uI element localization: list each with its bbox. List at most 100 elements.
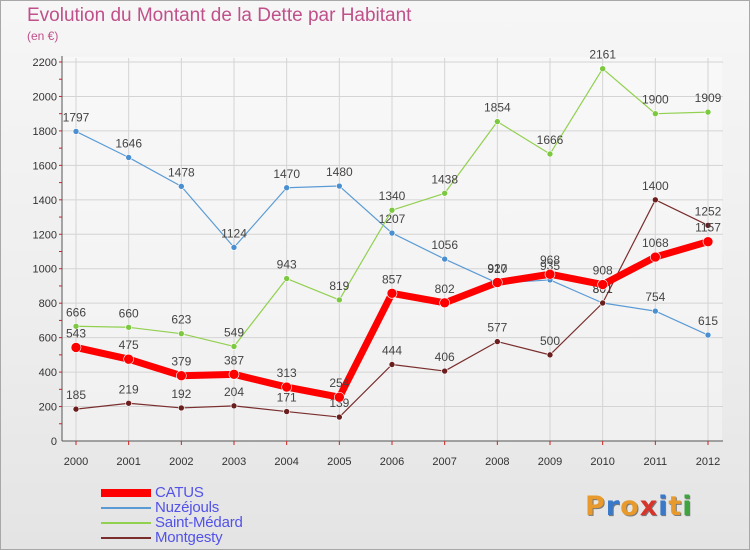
data-point — [336, 182, 343, 190]
x-tick-label: 2012 — [696, 456, 720, 468]
x-tick-label: 2011 — [644, 456, 668, 468]
data-label: 935 — [540, 259, 560, 273]
y-tick-label: 1800 — [33, 126, 57, 138]
x-tick-label: 2008 — [485, 456, 509, 468]
legend-label: Montgesty — [155, 529, 223, 546]
data-point — [228, 369, 240, 380]
proxiti-logo: Proxiti — [585, 491, 693, 522]
series-catus: 543 475 379 387 313 254 857 802 920 968 908 1068 115… — [66, 221, 721, 403]
data-point — [652, 196, 659, 204]
y-tick-label: 2000 — [33, 91, 57, 103]
data-point — [178, 330, 185, 337]
legend-label: CATUS — [155, 484, 204, 501]
x-tick-label: 2006 — [380, 456, 404, 468]
data-point — [439, 297, 450, 309]
data-point — [704, 222, 712, 229]
data-point — [650, 251, 661, 263]
data-label: 1157 — [695, 221, 721, 235]
data-label: 1909 — [695, 91, 722, 105]
legend-swatch — [101, 537, 151, 539]
data-point — [336, 296, 343, 304]
data-label: 968 — [540, 253, 560, 267]
chart-subtitle: (en €) — [27, 29, 59, 43]
x-tick-label: 2000 — [64, 456, 88, 468]
data-label: 171 — [277, 391, 297, 405]
logo-letter: x — [639, 491, 659, 522]
data-point — [386, 288, 398, 299]
data-label: 1340 — [379, 189, 406, 203]
data-label: 543 — [66, 326, 86, 340]
data-point — [72, 128, 80, 135]
data-point — [123, 353, 134, 365]
x-tick-label: 2007 — [432, 456, 456, 468]
data-label: 475 — [119, 338, 139, 352]
data-label: 1252 — [695, 204, 722, 218]
data-label: 1438 — [431, 172, 458, 186]
data-point — [597, 279, 608, 290]
data-label: 1478 — [168, 165, 195, 179]
data-point — [544, 268, 556, 280]
data-label: 1900 — [642, 93, 669, 107]
logo-letter: o — [620, 491, 640, 522]
y-tick-label: 800 — [39, 298, 57, 310]
data-point — [388, 361, 396, 368]
data-point — [546, 150, 554, 158]
data-point — [72, 405, 80, 413]
data-label: 500 — [540, 334, 560, 348]
logo-letter: i — [658, 491, 669, 522]
data-point — [230, 244, 238, 251]
data-point — [230, 343, 238, 350]
data-point — [704, 108, 712, 116]
data-label: 819 — [329, 279, 349, 293]
data-point — [702, 236, 714, 247]
data-label: 1068 — [642, 236, 669, 250]
logo-letter: r — [605, 491, 621, 522]
y-tick-label: 1600 — [33, 160, 57, 172]
x-tick-label: 2010 — [590, 456, 614, 468]
x-tick-label: 2003 — [222, 456, 246, 468]
data-label: 1854 — [484, 101, 511, 115]
legend-swatch — [101, 489, 151, 497]
data-label: 2161 — [589, 48, 616, 62]
y-tick-label: 2200 — [33, 57, 57, 69]
data-point — [125, 323, 132, 331]
data-label: 219 — [119, 382, 139, 396]
data-label: 623 — [171, 313, 191, 327]
y-tick-label: 1400 — [33, 195, 57, 207]
legend-label: Nuzéjouls — [155, 499, 220, 516]
data-label: 754 — [645, 290, 665, 304]
data-point — [125, 399, 132, 407]
x-tick-label: 2005 — [327, 456, 351, 468]
data-point — [70, 342, 82, 353]
data-point — [336, 413, 343, 421]
data-point — [546, 351, 554, 359]
logo-letter: i — [682, 491, 693, 522]
data-point — [652, 110, 659, 117]
legend-swatch — [101, 522, 151, 524]
data-point — [441, 255, 448, 263]
data-point — [178, 404, 185, 412]
data-label: 204 — [224, 385, 244, 399]
data-point — [441, 189, 448, 197]
data-point — [494, 338, 501, 345]
data-label: 1056 — [431, 238, 458, 252]
data-label: 192 — [171, 387, 191, 401]
y-tick-label: 1000 — [33, 264, 57, 276]
data-label: 660 — [119, 306, 139, 320]
x-tick-label: 2001 — [116, 456, 140, 468]
data-label: 549 — [224, 325, 244, 339]
data-point — [125, 154, 132, 161]
data-point — [388, 206, 396, 214]
data-point — [388, 229, 396, 237]
x-tick-label: 2004 — [274, 456, 298, 468]
data-label: 577 — [487, 321, 507, 335]
data-point — [704, 331, 712, 339]
data-label: 1207 — [379, 212, 406, 226]
logo-letter: t — [668, 491, 683, 522]
data-label: 406 — [435, 350, 455, 364]
data-label: 379 — [171, 355, 191, 369]
data-point — [494, 118, 501, 125]
x-tick-label: 2002 — [169, 456, 193, 468]
y-tick-label: 200 — [39, 402, 57, 414]
